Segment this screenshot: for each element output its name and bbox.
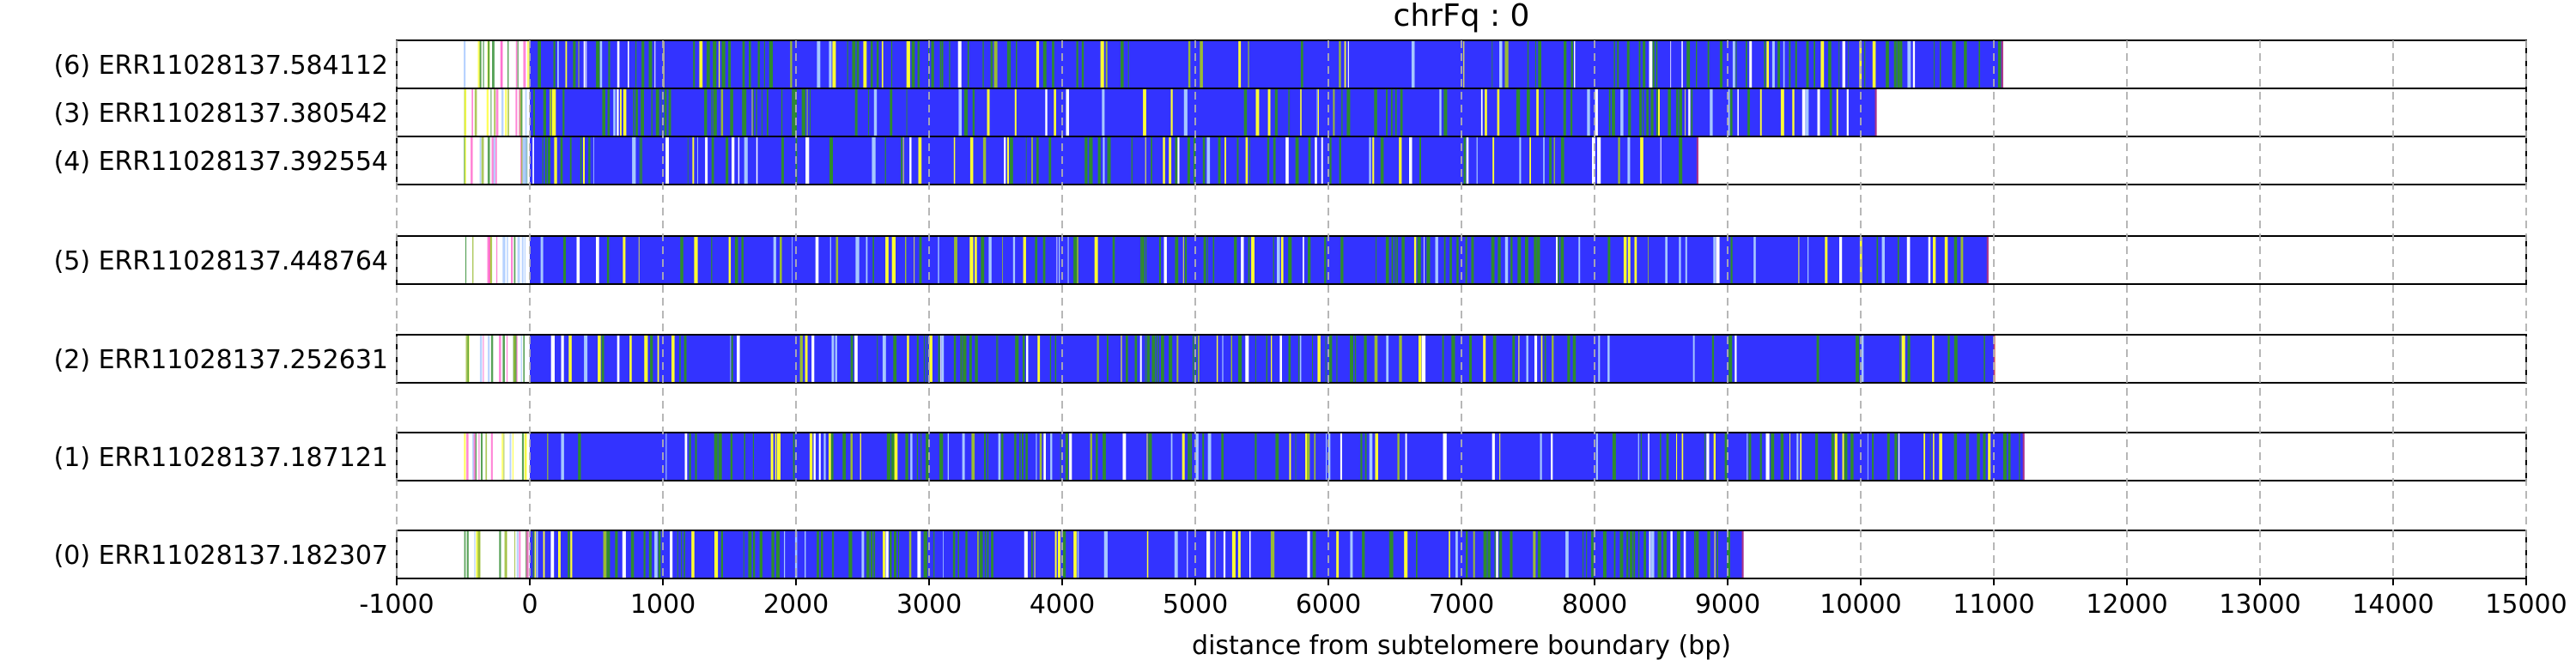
read-track: (3) ERR11028137.380542 <box>54 88 2527 137</box>
x-tick-label: 12000 <box>2086 590 2167 620</box>
x-tick-label: 14000 <box>2352 590 2433 620</box>
read-label: (4) ERR11028137.392554 <box>54 147 388 177</box>
read-track: (6) ERR11028137.584112 <box>54 39 2527 89</box>
x-tick-label: 2000 <box>763 590 829 620</box>
read-body <box>530 530 1744 578</box>
read-track: (4) ERR11028137.392554 <box>54 136 2527 185</box>
sequence-bands <box>465 335 1996 383</box>
read-track: (0) ERR11028137.182307 <box>54 530 2527 579</box>
x-tick-label: 13000 <box>2219 590 2300 620</box>
read-body <box>530 236 1989 284</box>
x-tick-label: 1000 <box>630 590 696 620</box>
read-label: (0) ERR11028137.182307 <box>54 541 388 571</box>
sequence-bands <box>464 136 1698 185</box>
x-tick-label: 0 <box>521 590 538 620</box>
x-tick-label: 9000 <box>1695 590 1760 620</box>
sequence-bands <box>464 40 2003 88</box>
x-tick-label: 15000 <box>2485 590 2567 620</box>
sequence-bands <box>464 433 2025 481</box>
read-track: (1) ERR11028137.187121 <box>54 432 2527 481</box>
x-tick-label: 11000 <box>1953 590 2034 620</box>
x-tick-label: -1000 <box>359 590 434 620</box>
x-tick-label: 6000 <box>1296 590 1361 620</box>
read-label: (3) ERR11028137.380542 <box>54 99 388 129</box>
x-axis-label: distance from subtelomere boundary (bp) <box>1192 631 1731 660</box>
x-tick-label: 3000 <box>896 590 962 620</box>
x-axis-ticks: -1000 0 1000 2000 3000 4000 5000 6000 7000 8000 90… <box>359 578 2567 620</box>
read-label: (1) ERR11028137.187121 <box>54 443 388 473</box>
read-body <box>530 136 1698 185</box>
read-track: (5) ERR11028137.448764 <box>54 235 2527 285</box>
x-tick-label: 10000 <box>1820 590 1901 620</box>
chart-title: chrFq : 0 <box>1394 0 1530 33</box>
x-tick-label: 5000 <box>1163 590 1228 620</box>
sequence-bands <box>465 236 1989 284</box>
read-label: (2) ERR11028137.252631 <box>54 345 388 375</box>
read-label: (5) ERR11028137.448764 <box>54 246 388 276</box>
sequence-bands <box>464 530 1744 578</box>
read-tracks: (6) ERR11028137.584112 (3) ERR11028137.38… <box>54 39 2527 579</box>
read-track: (2) ERR11028137.252631 <box>54 334 2527 384</box>
x-tick-label: 8000 <box>1562 590 1627 620</box>
read-label: (6) ERR11028137.584112 <box>54 51 388 81</box>
sequence-bands <box>464 88 1877 136</box>
read-body <box>530 335 1996 383</box>
x-tick-label: 7000 <box>1429 590 1494 620</box>
read-body <box>530 40 2003 88</box>
x-tick-label: 4000 <box>1030 590 1095 620</box>
